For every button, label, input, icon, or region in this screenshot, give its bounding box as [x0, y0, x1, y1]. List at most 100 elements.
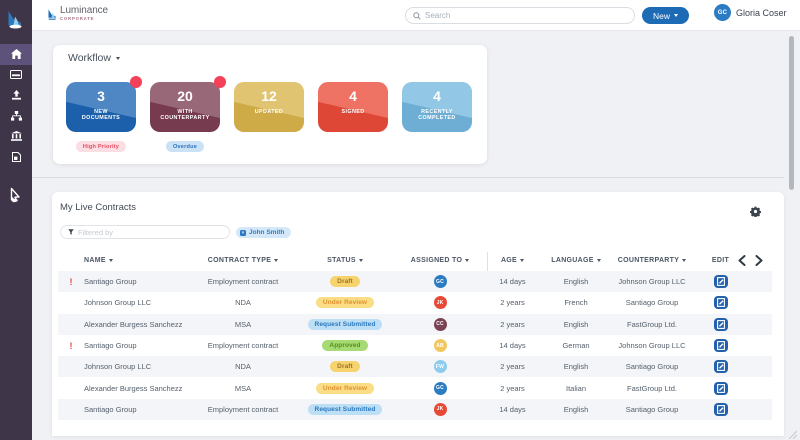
filter-chip-label: John Smith — [249, 229, 285, 236]
edit-document-icon — [716, 277, 725, 287]
edit-button[interactable] — [713, 296, 728, 310]
workflow-tile[interactable]: 4 RECENTLY COMPLETED — [402, 82, 472, 132]
sidebar-item-file[interactable] — [0, 147, 32, 168]
sort-caret-icon — [596, 259, 601, 262]
sidebar-item-upload[interactable] — [0, 85, 32, 106]
resize-grip[interactable] — [783, 429, 797, 439]
file-icon — [11, 151, 21, 162]
column-header-label: COUNTERPARTY — [617, 257, 680, 264]
sort-caret-icon — [520, 259, 525, 262]
workflow-tile[interactable]: 3 NEW DOCUMENTS — [66, 76, 142, 132]
sidebar-item-sitemap[interactable] — [0, 106, 32, 127]
column-header-edit[interactable]: EDIT — [697, 257, 744, 264]
cell-age: 2 years — [500, 319, 525, 329]
column-header-name[interactable]: NAME — [84, 257, 196, 264]
column-header-language[interactable]: LANGUAGE — [545, 257, 607, 264]
new-button[interactable]: New — [642, 7, 689, 24]
filter-chip[interactable]: × John Smith — [236, 227, 292, 238]
column-header-age[interactable]: AGE — [480, 257, 545, 264]
table-row[interactable]: Johnson Group LLC NDA Draft FW 2 years E… — [58, 356, 772, 378]
table-row[interactable]: Santiago Group Employment contract Reque… — [58, 398, 772, 421]
table-row[interactable]: ! Santiago Group Employment contract App… — [58, 335, 772, 356]
cell-contract-type: Employment contract — [207, 277, 279, 287]
row-alert: ! — [69, 276, 73, 287]
status-pill: Approved — [322, 340, 368, 352]
edit-button[interactable] — [713, 339, 728, 353]
cell-status: Draft — [290, 361, 400, 373]
sidebar-item-bank[interactable] — [0, 126, 32, 147]
assignee-avatar[interactable]: JK — [433, 296, 447, 310]
cell-edit — [697, 296, 744, 310]
edit-button[interactable] — [713, 381, 728, 395]
workflow-tile[interactable]: 20 WITH COUNTERPARTY — [150, 76, 226, 132]
column-header-label: AGE — [500, 257, 518, 264]
cell-edit — [697, 275, 744, 289]
page-next-button[interactable] — [755, 255, 763, 266]
chevron-down-icon — [674, 14, 678, 17]
settings-gear-icon[interactable] — [750, 206, 761, 217]
workflow-title[interactable]: Workflow — [68, 52, 120, 64]
column-header-contract-type[interactable]: CONTRACT TYPE — [196, 257, 290, 264]
cell-name: Santiago Group — [84, 277, 137, 287]
cell-status: Under Review — [290, 382, 400, 394]
tile-value: 4 — [433, 88, 441, 104]
tile-value: 3 — [97, 88, 105, 104]
workflow-tile[interactable]: 4 SIGNED — [318, 82, 388, 132]
edit-document-icon — [716, 298, 725, 308]
edit-button[interactable] — [713, 360, 728, 374]
chip-remove-icon[interactable]: × — [240, 229, 246, 236]
column-header-label: ASSIGNED TO — [410, 257, 463, 264]
row-alert: ! — [69, 340, 73, 351]
tile-label: RECENTLY COMPLETED — [418, 108, 456, 121]
cell-edit — [697, 317, 744, 331]
sort-caret-icon — [682, 259, 687, 262]
sidebar-nav — [0, 44, 32, 167]
workflow-title-label: Workflow — [68, 52, 111, 64]
status-pill: Draft — [330, 361, 360, 373]
assignee-avatar[interactable]: CC — [433, 317, 447, 331]
table-header: NAME CONTRACT TYPE STATUS ASSIGNED TO AGE LAN… — [58, 250, 772, 271]
tile-tag: Overdue — [165, 141, 205, 152]
column-header-label: CONTRACT TYPE — [207, 257, 272, 264]
user-menu[interactable]: GC Gloria Coser — [714, 4, 787, 21]
table-row[interactable]: Johnson Group LLC NDA Under Review JK 2 … — [58, 292, 772, 313]
cell-language: English — [563, 277, 589, 287]
table-row[interactable]: Alexander Burgess Sanchezz MSA Under Rev… — [58, 377, 772, 398]
edit-button[interactable] — [713, 275, 728, 289]
cell-assigned-to: CC — [400, 317, 480, 331]
workflow-tile[interactable]: 12 UPDATED — [234, 82, 304, 132]
tile-label: SIGNED — [341, 108, 365, 115]
assignee-avatar[interactable]: GC — [433, 381, 447, 395]
table-row[interactable]: ! Santiago Group Employment contract Dra… — [58, 271, 772, 293]
edit-button[interactable] — [713, 402, 728, 416]
status-pill: Under Review — [315, 297, 375, 309]
page-prev-button[interactable] — [738, 255, 746, 266]
column-header-counterparty[interactable]: COUNTERPARTY — [607, 257, 697, 264]
search-input[interactable]: Search — [405, 7, 635, 24]
edit-document-icon — [716, 319, 725, 329]
cell-counterparty: Santiago Group — [625, 404, 679, 414]
cell-language: English — [563, 404, 589, 414]
cell-contract-type: MSA — [234, 319, 252, 329]
bank-icon — [10, 131, 22, 142]
sidebar-item-card[interactable] — [0, 65, 32, 86]
mouse-cursor — [10, 187, 20, 203]
filter-input[interactable]: Filtered by — [60, 225, 230, 239]
sidebar-item-home[interactable] — [0, 44, 32, 65]
cell-age: 14 days — [499, 404, 526, 414]
scrollbar-thumb[interactable] — [789, 36, 794, 190]
table-row[interactable]: Alexander Burgess Sanchezz MSA Request S… — [58, 313, 772, 335]
cell-name: Alexander Burgess Sanchezz — [84, 319, 183, 329]
filter-placeholder: Filtered by — [78, 227, 114, 237]
user-avatar[interactable]: GC — [714, 4, 731, 21]
assignee-avatar[interactable]: AB — [433, 339, 447, 353]
assignee-avatar[interactable]: JK — [433, 402, 447, 416]
cell-language: English — [563, 362, 589, 372]
column-header-status[interactable]: STATUS — [290, 257, 400, 264]
cell-counterparty: FastGroup Ltd. — [626, 319, 678, 329]
assignee-avatar[interactable]: GC — [433, 275, 447, 289]
assignee-avatar[interactable]: FW — [433, 360, 447, 374]
column-header-assigned-to[interactable]: ASSIGNED TO — [400, 257, 480, 264]
edit-button[interactable] — [713, 317, 728, 331]
